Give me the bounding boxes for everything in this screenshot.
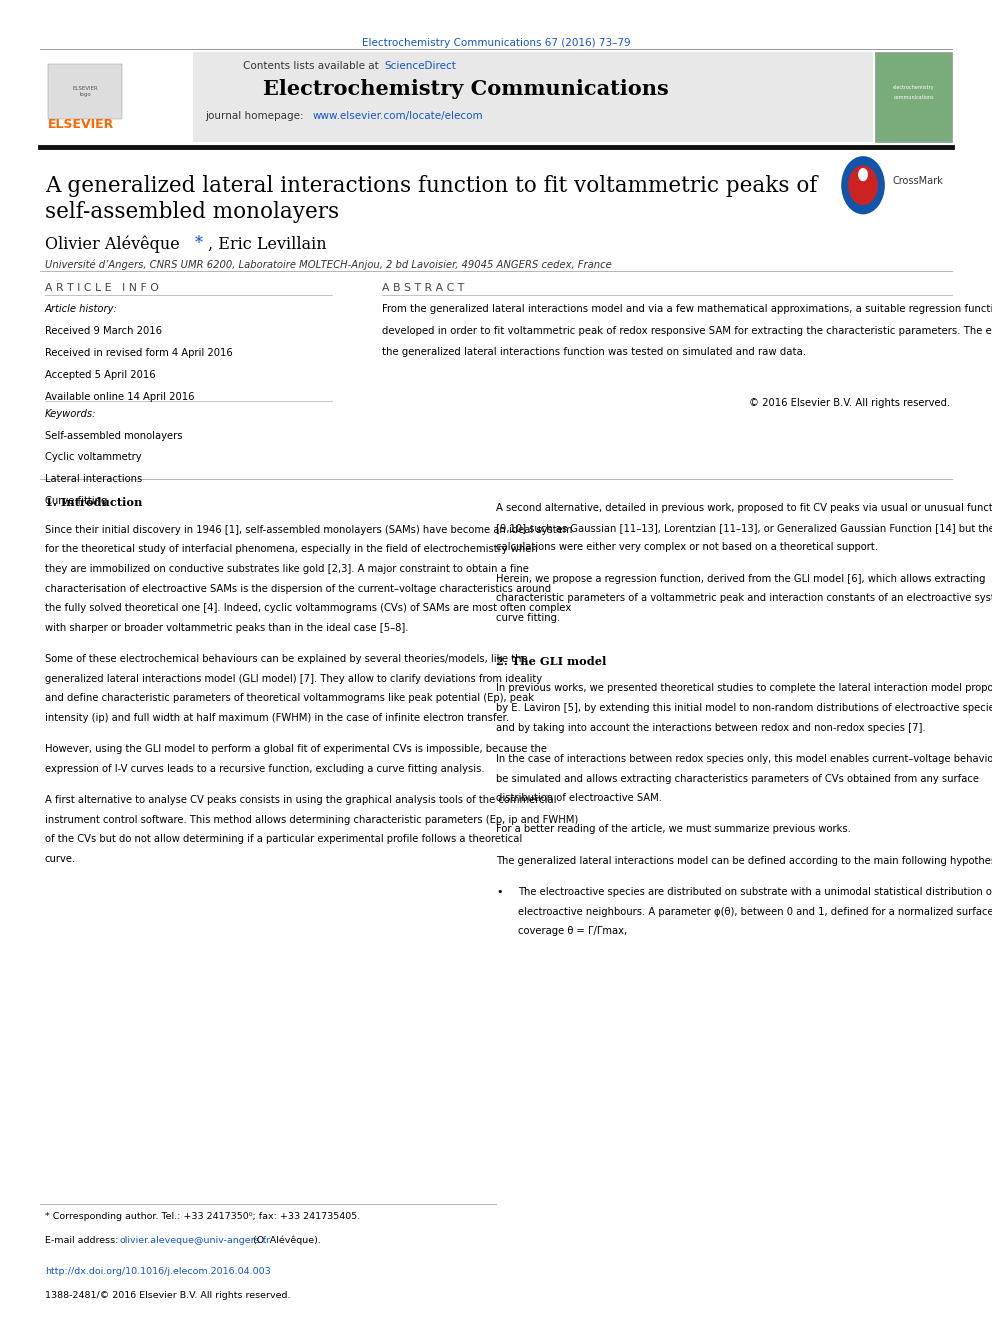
Text: Received 9 March 2016: Received 9 March 2016 <box>45 325 162 336</box>
Text: instrument control software. This method allows determining characteristic param: instrument control software. This method… <box>45 815 578 824</box>
Text: , Eric Levillain: , Eric Levillain <box>208 235 327 253</box>
Text: developed in order to fit voltammetric peak of redox responsive SAM for extracti: developed in order to fit voltammetric p… <box>382 325 992 336</box>
Text: Electrochemistry Communications: Electrochemistry Communications <box>263 79 670 99</box>
Text: ELSEVIER: ELSEVIER <box>48 118 114 131</box>
Text: *: * <box>194 235 202 253</box>
Text: intensity (ip) and full width at half maximum (FWHM) in the case of infinite ele: intensity (ip) and full width at half ma… <box>45 713 509 722</box>
FancyBboxPatch shape <box>48 64 122 119</box>
Text: © 2016 Elsevier B.V. All rights reserved.: © 2016 Elsevier B.V. All rights reserved… <box>749 398 950 409</box>
Text: ScienceDirect: ScienceDirect <box>384 61 455 71</box>
Text: •: • <box>496 888 503 897</box>
Text: 1. Introduction: 1. Introduction <box>45 497 142 508</box>
Text: distribution of electroactive SAM.: distribution of electroactive SAM. <box>496 792 662 803</box>
Text: electrochemistry: electrochemistry <box>893 85 934 90</box>
Text: Available online 14 April 2016: Available online 14 April 2016 <box>45 392 194 402</box>
Text: olivier.aleveque@univ-angers.fr: olivier.aleveque@univ-angers.fr <box>119 1236 270 1245</box>
Text: A R T I C L E   I N F O: A R T I C L E I N F O <box>45 283 159 294</box>
FancyBboxPatch shape <box>40 52 873 142</box>
Text: and by taking into account the interactions between redox and non-redox species : and by taking into account the interacti… <box>496 722 926 733</box>
Text: Curve fitting: Curve fitting <box>45 496 107 507</box>
Text: Some of these electrochemical behaviours can be explained by several theories/mo: Some of these electrochemical behaviours… <box>45 654 528 664</box>
Text: CrossMark: CrossMark <box>893 176 943 187</box>
Text: Electrochemistry Communications 67 (2016) 73–79: Electrochemistry Communications 67 (2016… <box>362 38 630 49</box>
Text: 2. The GLI model: 2. The GLI model <box>496 656 606 667</box>
Text: [9,10] such as Gaussian [11–13], Lorentzian [11–13], or Generalized Gaussian Fun: [9,10] such as Gaussian [11–13], Lorentz… <box>496 523 992 533</box>
Text: Contents lists available at: Contents lists available at <box>243 61 382 71</box>
Text: coverage θ = Γ/Γmax,: coverage θ = Γ/Γmax, <box>518 926 627 937</box>
Text: For a better reading of the article, we must summarize previous works.: For a better reading of the article, we … <box>496 824 851 835</box>
Text: be simulated and allows extracting characteristics parameters of CVs obtained fr: be simulated and allows extracting chara… <box>496 774 979 783</box>
Text: Université d’Angers, CNRS UMR 6200, Laboratoire MOLTECH-Anjou, 2 bd Lavoisier, 4: Université d’Angers, CNRS UMR 6200, Labo… <box>45 259 611 270</box>
Text: The generalized lateral interactions model can be defined according to the main : The generalized lateral interactions mod… <box>496 856 992 865</box>
Text: Herein, we propose a regression function, derived from the GLI model [6], which : Herein, we propose a regression function… <box>496 574 985 583</box>
Text: Cyclic voltammetry: Cyclic voltammetry <box>45 452 141 463</box>
Text: Self-assembled monolayers: Self-assembled monolayers <box>45 431 183 441</box>
Text: with sharper or broader voltammetric peaks than in the ideal case [5–8].: with sharper or broader voltammetric pea… <box>45 623 408 632</box>
Circle shape <box>858 168 868 181</box>
Text: In the case of interactions between redox species only, this model enables curre: In the case of interactions between redo… <box>496 754 992 763</box>
Text: A generalized lateral interactions function to fit voltammetric peaks of: A generalized lateral interactions funct… <box>45 175 817 197</box>
Text: (O. Alévêque).: (O. Alévêque). <box>250 1236 320 1245</box>
Text: the generalized lateral interactions function was tested on simulated and raw da: the generalized lateral interactions fun… <box>382 348 806 357</box>
Text: http://dx.doi.org/10.1016/j.elecom.2016.04.003: http://dx.doi.org/10.1016/j.elecom.2016.… <box>45 1267 271 1277</box>
Text: curve.: curve. <box>45 853 76 864</box>
Text: Article history:: Article history: <box>45 304 117 315</box>
Text: characteristic parameters of a voltammetric peak and interaction constants of an: characteristic parameters of a voltammet… <box>496 594 992 603</box>
Text: Olivier Alévêque: Olivier Alévêque <box>45 235 185 253</box>
Text: for the theoretical study of interfacial phenomena, especially in the field of e: for the theoretical study of interfacial… <box>45 545 538 554</box>
FancyBboxPatch shape <box>875 52 952 142</box>
FancyBboxPatch shape <box>40 52 193 142</box>
Text: From the generalized lateral interactions model and via a few mathematical appro: From the generalized lateral interaction… <box>382 304 992 315</box>
Text: the fully solved theoretical one [4]. Indeed, cyclic voltammograms (CVs) of SAMs: the fully solved theoretical one [4]. In… <box>45 603 570 613</box>
Text: Keywords:: Keywords: <box>45 409 96 419</box>
Text: 1388-2481/© 2016 Elsevier B.V. All rights reserved.: 1388-2481/© 2016 Elsevier B.V. All right… <box>45 1291 290 1301</box>
Text: calculations were either very complex or not based on a theoretical support.: calculations were either very complex or… <box>496 542 878 553</box>
Text: Lateral interactions: Lateral interactions <box>45 475 142 484</box>
Text: However, using the GLI model to perform a global fit of experimental CVs is impo: However, using the GLI model to perform … <box>45 744 547 754</box>
Text: generalized lateral interactions model (GLI model) [7]. They allow to clarify de: generalized lateral interactions model (… <box>45 673 542 684</box>
Text: ELSEVIER
logo: ELSEVIER logo <box>72 86 98 97</box>
Text: characterisation of electroactive SAMs is the dispersion of the current–voltage : characterisation of electroactive SAMs i… <box>45 583 551 594</box>
Text: E-mail address:: E-mail address: <box>45 1236 121 1245</box>
Text: * Corresponding author. Tel.: +33 2417350⁰; fax: +33 241735405.: * Corresponding author. Tel.: +33 241735… <box>45 1212 360 1221</box>
Circle shape <box>848 165 878 205</box>
Text: Since their initial discovery in 1946 [1], self-assembled monolayers (SAMs) have: Since their initial discovery in 1946 [1… <box>45 525 572 534</box>
Text: A first alternative to analyse CV peaks consists in using the graphical analysis: A first alternative to analyse CV peaks … <box>45 795 557 806</box>
Text: expression of I-V curves leads to a recursive function, excluding a curve fittin: expression of I-V curves leads to a recu… <box>45 763 484 774</box>
Text: they are immobilized on conductive substrates like gold [2,3]. A major constrain: they are immobilized on conductive subst… <box>45 564 529 574</box>
Text: www.elsevier.com/locate/elecom: www.elsevier.com/locate/elecom <box>312 111 483 122</box>
Text: electroactive neighbours. A parameter φ(θ), between 0 and 1, defined for a norma: electroactive neighbours. A parameter φ(… <box>518 906 992 917</box>
Text: In previous works, we presented theoretical studies to complete the lateral inte: In previous works, we presented theoreti… <box>496 684 992 693</box>
Text: Accepted 5 April 2016: Accepted 5 April 2016 <box>45 369 156 380</box>
Text: journal homepage:: journal homepage: <box>205 111 308 122</box>
Text: communications: communications <box>894 95 933 101</box>
Text: curve fitting.: curve fitting. <box>496 613 560 623</box>
Text: and define characteristic parameters of theoretical voltammograms like peak pote: and define characteristic parameters of … <box>45 693 534 704</box>
Circle shape <box>841 156 885 214</box>
Text: Received in revised form 4 April 2016: Received in revised form 4 April 2016 <box>45 348 232 359</box>
Text: The electroactive species are distributed on substrate with a unimodal statistic: The electroactive species are distribute… <box>518 888 992 897</box>
Text: of the CVs but do not allow determining if a particular experimental profile fol: of the CVs but do not allow determining … <box>45 835 522 844</box>
Text: by E. Laviron [5], by extending this initial model to non-random distributions o: by E. Laviron [5], by extending this ini… <box>496 703 992 713</box>
Text: A second alternative, detailed in previous work, proposed to fit CV peaks via us: A second alternative, detailed in previo… <box>496 503 992 513</box>
Text: self-assembled monolayers: self-assembled monolayers <box>45 201 338 224</box>
Text: A B S T R A C T: A B S T R A C T <box>382 283 464 294</box>
